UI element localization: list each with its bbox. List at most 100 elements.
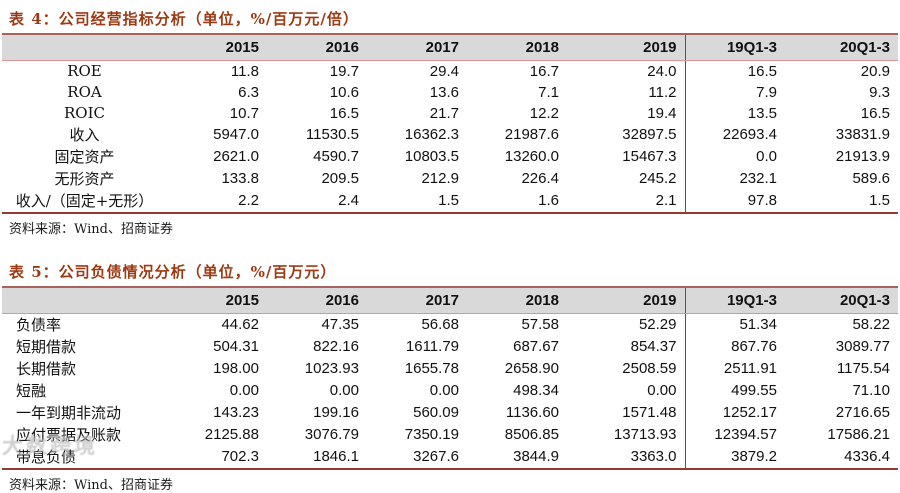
row-label: 长期借款 — [16, 360, 77, 378]
cell-2019: 52.29 — [638, 316, 677, 333]
cell-2016: 16.5 — [329, 104, 359, 122]
cell-2016: 1023.93 — [304, 360, 359, 377]
cell-20q1-3: 21913.9 — [835, 148, 890, 165]
cell-20q1-3: 9.3 — [869, 83, 890, 101]
cell-2015: 504.31 — [213, 338, 259, 355]
cell-19q1-3: 16.5 — [684, 60, 785, 82]
row-label: 固定资产 — [54, 148, 115, 166]
cell-2015: 5947.0 — [213, 126, 259, 143]
row-label: 应付票据及账款 — [16, 426, 122, 444]
cell-2018: 12.2 — [529, 104, 559, 122]
cell-2018: 21987.6 — [504, 126, 559, 143]
cell-19q1-3: 0.0 — [684, 146, 785, 168]
cell-2015: 2125.88 — [204, 426, 259, 443]
cell-2019: 854.37 — [630, 338, 677, 355]
header-cell-2016: 2016 — [267, 35, 367, 61]
table4-section: 表 4：公司经营指标分析（单位，%/百万元/倍） 2015 2016 2017 … — [2, 6, 898, 237]
cell-2018: 57.58 — [521, 316, 559, 333]
cell-2018: 2658.90 — [504, 360, 559, 377]
cell-2017: 3267.6 — [413, 448, 459, 465]
cell-19q1-3: 12394.57 — [684, 424, 785, 446]
table4-source-note: 资料来源：Wind、招商证券 — [9, 222, 173, 237]
cell-20q1-3: 20.9 — [860, 62, 890, 80]
table-row: 无形资产 133.8 209.5 212.9 226.4 245.2 232.1… — [2, 168, 898, 190]
cell-2019: 2508.59 — [622, 360, 677, 377]
cell-2017: 10803.5 — [404, 148, 459, 165]
header-cell-2019: 2019 — [567, 35, 685, 61]
cell-2019: 2.1 — [655, 192, 677, 209]
header-cell-blank — [2, 35, 167, 61]
cell-20q1-3: 4336.4 — [844, 448, 890, 465]
row-label: 无形资产 — [54, 170, 115, 188]
cell-2016: 0.00 — [329, 382, 359, 399]
cell-2016: 822.16 — [313, 338, 359, 355]
table-row: 一年到期非流动 143.23 199.16 560.09 1136.60 157… — [2, 402, 898, 424]
cell-2019: 13713.93 — [613, 426, 677, 443]
cell-19q1-3: 22693.4 — [684, 124, 785, 146]
cell-2019: 32897.5 — [622, 126, 677, 143]
cell-20q1-3: 589.6 — [852, 170, 890, 187]
cell-2017: 7350.19 — [404, 426, 459, 443]
row-label: ROA — [67, 83, 102, 101]
cell-2016: 11530.5 — [305, 126, 359, 143]
cell-19q1-3: 7.9 — [684, 82, 785, 103]
table-row: 应付票据及账款 2125.88 3076.79 7350.19 8506.85 … — [2, 424, 898, 446]
cell-2016: 209.5 — [321, 170, 359, 187]
cell-2017: 0.00 — [429, 382, 459, 399]
cell-2015: 143.23 — [213, 404, 259, 421]
cell-2018: 498.34 — [513, 382, 559, 399]
table-row: 收入/（固定+无形） 2.2 2.4 1.5 1.6 2.1 97.8 1.5 — [2, 190, 898, 213]
table5-title: 表 5：公司负债情况分析（单位，%/百万元） — [2, 259, 898, 288]
cell-2018: 3844.9 — [513, 448, 559, 465]
cell-19q1-3: 97.8 — [684, 190, 785, 213]
row-label: 收入/（固定+无形） — [15, 192, 154, 210]
cell-19q1-3: 51.34 — [684, 313, 785, 336]
cell-2016: 1846.1 — [313, 448, 359, 465]
cell-2017: 212.9 — [421, 170, 459, 187]
row-label: ROE — [67, 62, 102, 80]
cell-2017: 13.6 — [429, 83, 459, 101]
cell-2019: 3363.0 — [630, 448, 677, 465]
cell-20q1-3: 16.5 — [860, 104, 890, 122]
cell-2016: 3076.79 — [304, 426, 359, 443]
cell-2019: 0.00 — [647, 382, 677, 399]
cell-2018: 16.7 — [529, 62, 559, 80]
cell-2015: 10.7 — [229, 104, 259, 122]
cell-2015: 2621.0 — [213, 148, 259, 165]
cell-2016: 10.6 — [329, 83, 359, 101]
cell-2017: 16362.3 — [404, 126, 459, 143]
header-cell-2017: 2017 — [367, 35, 467, 61]
cell-2019: 11.2 — [648, 83, 677, 101]
cell-2019: 24.0 — [647, 62, 677, 80]
table-row: 长期借款 198.00 1023.93 1655.78 2658.90 2508… — [2, 358, 898, 380]
row-label: 短期借款 — [16, 338, 77, 356]
table-row: 短期借款 504.31 822.16 1611.79 687.67 854.37… — [2, 336, 898, 358]
cell-2019: 19.4 — [647, 104, 677, 122]
cell-2017: 1611.79 — [405, 338, 459, 355]
cell-2017: 1.5 — [438, 192, 459, 209]
cell-20q1-3: 3089.77 — [835, 338, 890, 355]
header-cell-20q1-3: 20Q1-3 — [785, 288, 898, 314]
table-row: 收入 5947.0 11530.5 16362.3 21987.6 32897.… — [2, 124, 898, 146]
table-row: ROE 11.8 19.7 29.4 16.7 24.0 16.5 20.9 — [2, 60, 898, 82]
cell-2018: 13260.0 — [504, 148, 559, 165]
cell-2016: 2.4 — [338, 192, 359, 209]
cell-20q1-3: 1175.54 — [836, 360, 890, 377]
table4-title: 表 4：公司经营指标分析（单位，%/百万元/倍） — [2, 6, 898, 35]
header-cell-19q1-3: 19Q1-3 — [684, 288, 785, 314]
row-label: 一年到期非流动 — [16, 404, 122, 422]
cell-2015: 702.3 — [221, 448, 259, 465]
cell-2017: 560.09 — [413, 404, 459, 421]
cell-2018: 1.6 — [538, 192, 559, 209]
table5-debt-analysis: 2015 2016 2017 2018 2019 19Q1-3 20Q1-3 负… — [2, 288, 898, 470]
header-cell-2016: 2016 — [267, 288, 367, 314]
table-row: 负债率 44.62 47.35 56.68 57.58 52.29 51.34 … — [2, 313, 898, 336]
row-label: 短融 — [16, 382, 47, 400]
table-row: 带息负债 702.3 1846.1 3267.6 3844.9 3363.0 3… — [2, 446, 898, 469]
table-row: ROA 6.3 10.6 13.6 7.1 11.2 7.9 9.3 — [2, 82, 898, 103]
cell-2016: 4590.7 — [313, 148, 359, 165]
cell-2015: 11.8 — [230, 62, 259, 80]
header-cell-2015: 2015 — [167, 288, 267, 314]
cell-2015: 198.00 — [213, 360, 259, 377]
